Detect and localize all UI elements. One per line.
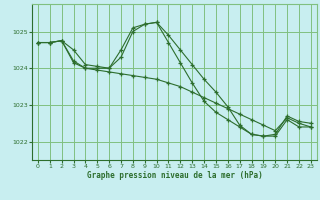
X-axis label: Graphe pression niveau de la mer (hPa): Graphe pression niveau de la mer (hPa) — [86, 171, 262, 180]
